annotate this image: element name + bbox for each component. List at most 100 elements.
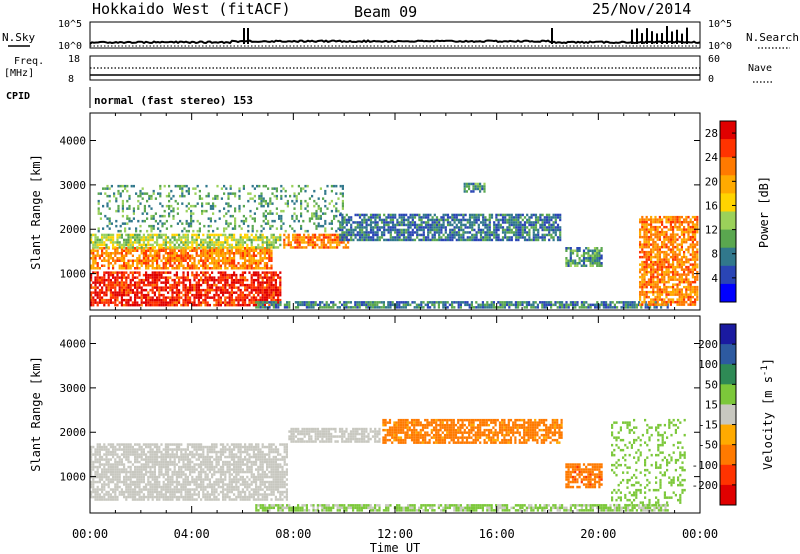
power-cell	[212, 207, 215, 210]
power-cell	[96, 296, 99, 299]
power-cell	[191, 262, 194, 265]
power-cell	[596, 306, 599, 309]
power-cell	[112, 246, 115, 249]
power-cell	[329, 246, 332, 249]
power-cell	[248, 257, 251, 260]
power-cell	[116, 298, 119, 302]
power-cell	[322, 212, 325, 215]
velocity-cell	[105, 483, 108, 486]
power-cell	[193, 276, 196, 279]
power-cell	[141, 192, 144, 195]
power-cell	[525, 306, 528, 309]
power-cell	[248, 249, 251, 252]
power-cell	[687, 260, 690, 264]
power-cell	[405, 218, 408, 222]
power-cell	[118, 236, 121, 239]
power-cell	[663, 255, 666, 259]
power-cell	[268, 243, 271, 247]
power-cell	[261, 283, 264, 287]
power-cell	[558, 301, 561, 304]
power-cell	[270, 264, 273, 267]
power-cell	[376, 301, 379, 304]
power-cell	[645, 283, 648, 286]
power-cell	[405, 213, 408, 217]
power-cell	[322, 236, 325, 239]
power-cell	[109, 286, 112, 289]
power-cell	[685, 280, 688, 284]
power-cell	[591, 259, 594, 262]
power-cell	[202, 241, 205, 244]
power-cell	[162, 286, 165, 289]
power-cell	[683, 225, 686, 229]
power-cell	[694, 258, 697, 261]
power-cell	[506, 301, 509, 304]
power-cell	[206, 236, 209, 239]
power-cell	[273, 219, 276, 223]
power-cell	[304, 229, 307, 233]
power-cell	[694, 255, 697, 259]
power-cell	[315, 217, 318, 220]
power-cell	[678, 300, 681, 304]
power-cell	[479, 231, 483, 234]
power-cell	[235, 241, 238, 244]
power-cell	[140, 236, 143, 239]
power-cell	[635, 303, 638, 307]
power-cell	[239, 243, 242, 247]
power-cell	[167, 259, 170, 262]
power-cell	[341, 202, 344, 205]
power-cell	[149, 259, 152, 262]
power-cell	[186, 288, 189, 292]
power-cell	[683, 285, 686, 289]
power-cell	[118, 252, 121, 255]
power-cell	[541, 301, 544, 304]
power-cell	[523, 228, 527, 232]
power-cell	[622, 303, 625, 307]
power-cell	[147, 249, 150, 252]
power-cell	[658, 253, 661, 256]
power-cell	[134, 241, 137, 244]
power-cell	[378, 228, 381, 232]
power-cell	[213, 262, 216, 265]
power-cell	[224, 291, 227, 294]
power-cell	[433, 306, 436, 309]
power-cell	[474, 182, 477, 186]
power-cell	[164, 301, 167, 304]
power-cell	[140, 286, 143, 289]
power-cell	[244, 267, 247, 270]
power-cell	[230, 259, 233, 262]
power-cell	[237, 246, 240, 249]
velocity-cell	[96, 493, 99, 496]
power-cell	[490, 213, 494, 217]
power-cell	[109, 301, 112, 304]
power-cell	[129, 278, 132, 282]
power-cell	[532, 303, 535, 307]
power-cell	[193, 303, 196, 307]
power-cell	[694, 300, 697, 304]
power-cell	[471, 223, 474, 227]
power-cell	[288, 303, 291, 307]
power-cell	[556, 306, 559, 309]
power-cell	[101, 241, 104, 244]
power-cell	[691, 288, 694, 291]
velocity-cell	[105, 475, 108, 479]
power-cell	[230, 267, 233, 270]
power-cell	[274, 246, 277, 249]
power-cell	[352, 233, 355, 237]
power-cell	[119, 224, 122, 228]
power-cell	[418, 213, 421, 217]
power-cell	[226, 236, 229, 239]
power-cell	[105, 293, 108, 297]
power-cell	[147, 278, 150, 282]
power-cell	[669, 275, 672, 279]
power-cell	[654, 290, 657, 294]
power-cell	[593, 249, 597, 252]
power-cell	[202, 243, 205, 247]
velocity-cell	[98, 465, 101, 469]
power-cell	[674, 278, 677, 281]
power-cell	[138, 238, 141, 242]
power-cell	[170, 189, 173, 193]
power-cell	[90, 257, 93, 260]
power-cell	[347, 241, 350, 244]
power-cell	[504, 221, 507, 224]
